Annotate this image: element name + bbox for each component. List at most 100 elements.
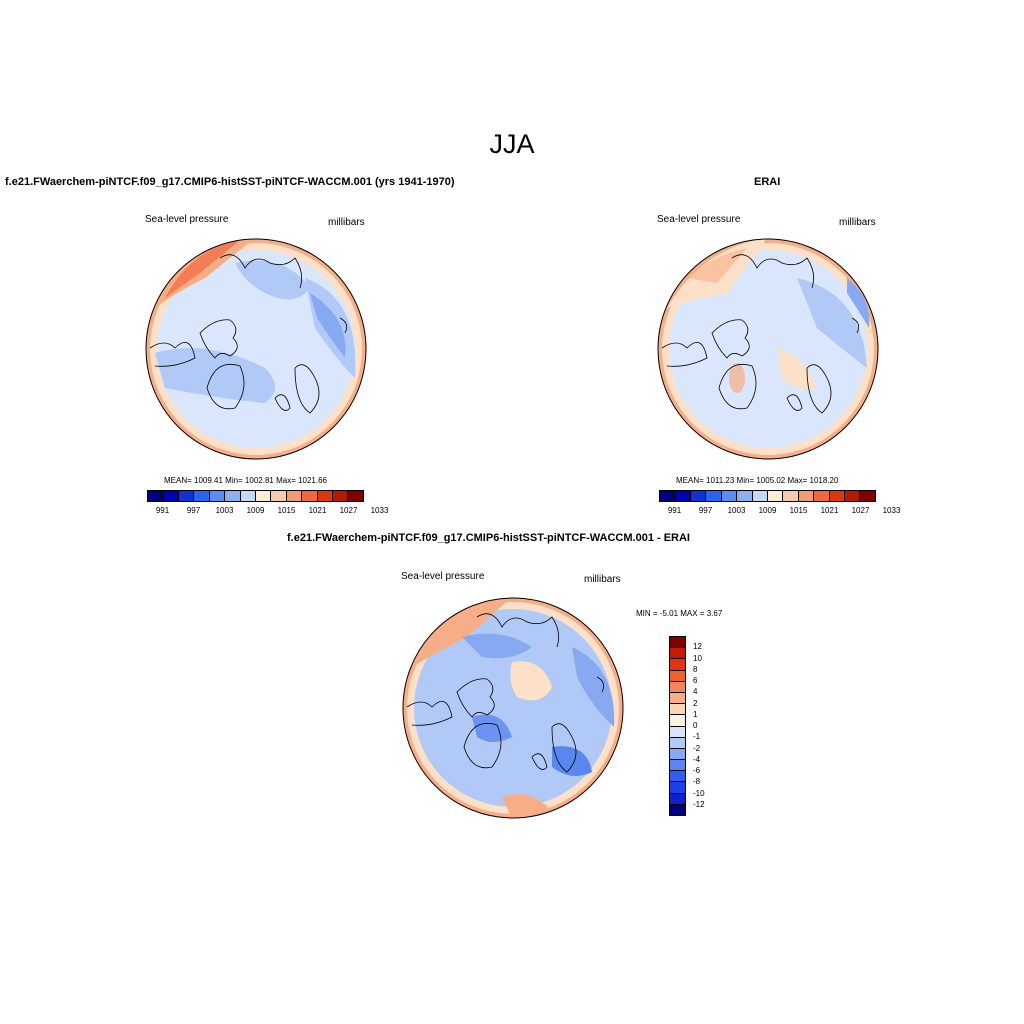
coastline-iceland-region xyxy=(786,394,803,411)
coastline-siberia-east xyxy=(731,254,815,289)
coastline-east xyxy=(339,317,348,334)
colorbar-tick-label: -12 xyxy=(693,799,705,809)
right-variable-label: Sea-level pressure xyxy=(657,214,741,225)
colorbar-swatch xyxy=(660,491,676,501)
colorbar-swatch xyxy=(706,491,722,501)
colorbar-tick-label: 1033 xyxy=(882,506,901,515)
diff-polar-map xyxy=(402,597,624,819)
coastline-greenland xyxy=(206,363,245,410)
field-atlantic xyxy=(155,348,275,403)
right-polar-map xyxy=(657,238,879,460)
colorbar-tick-label: 1027 xyxy=(339,506,358,515)
colorbar-swatch xyxy=(670,659,685,671)
anomaly-atlantic xyxy=(502,794,552,818)
coastline-siberia-east xyxy=(219,254,303,289)
right-units-label: millibars xyxy=(839,217,876,228)
field-siberia-core xyxy=(847,278,870,328)
map-field xyxy=(658,239,878,459)
colorbar-swatch xyxy=(317,491,334,501)
colorbar-tick-label: 0 xyxy=(693,721,698,730)
coastline-iceland-region xyxy=(274,394,291,411)
colorbar-swatch xyxy=(670,760,685,772)
right-colorbar xyxy=(659,490,876,502)
colorbar-swatch xyxy=(798,491,815,501)
anomaly-greenland xyxy=(729,363,745,393)
colorbar-tick-label: 8 xyxy=(693,664,698,674)
colorbar-swatch xyxy=(225,491,241,501)
colorbar-swatch xyxy=(670,715,685,727)
right-stats: MEAN= 1011.23 Min= 1005.02 Max= 1018.20 xyxy=(676,476,839,485)
colorbar-tick-label: 4 xyxy=(693,687,698,697)
coastline-iceland-region xyxy=(531,753,548,770)
colorbar-tick-label: -4 xyxy=(693,754,701,764)
colorbar-tick-label: 997 xyxy=(186,506,201,515)
colorbar-tick-label: 6 xyxy=(693,676,698,685)
map-border xyxy=(657,238,879,460)
colorbar-tick-label: 997 xyxy=(698,506,713,515)
field-europe-core xyxy=(552,746,592,776)
colorbar-swatch xyxy=(737,491,753,501)
colorbar-tick-label: 1027 xyxy=(851,506,870,515)
map-field xyxy=(403,598,623,818)
colorbar-swatch xyxy=(829,491,846,501)
coastline-east xyxy=(596,676,605,693)
left-polar-map xyxy=(145,238,367,460)
coastline-canadian-archipelago xyxy=(199,319,238,359)
anomaly-arctic xyxy=(510,661,552,701)
coastline-north-america xyxy=(406,700,453,726)
colorbar-swatch xyxy=(178,491,195,501)
coastline-scandinavia xyxy=(806,364,832,414)
map-border xyxy=(145,238,367,460)
colorbar-swatch xyxy=(670,771,685,783)
coastline-north-america xyxy=(149,341,196,367)
map-border xyxy=(402,597,624,819)
colorbar-swatch xyxy=(670,748,685,761)
colorbar-swatch xyxy=(860,491,875,501)
colorbar-swatch xyxy=(148,491,164,501)
field-pacific xyxy=(235,260,310,300)
colorbar-swatch xyxy=(670,782,685,794)
colorbar-swatch xyxy=(348,491,363,501)
colorbar-tick-label: 10 xyxy=(693,653,702,663)
main-title: JJA xyxy=(489,129,535,159)
coastline-scandinavia xyxy=(551,723,577,773)
colorbar-tick-label: -6 xyxy=(693,766,701,775)
diff-panel-title: f.e21.FWaerchem-piNTCF.f09_g17.CMIP6-his… xyxy=(287,532,690,544)
colorbar-swatch xyxy=(209,491,226,501)
colorbar-swatch xyxy=(255,491,272,501)
colorbar-swatch xyxy=(670,681,685,693)
colorbar-swatch xyxy=(163,491,179,501)
coastline-siberia-east xyxy=(476,613,560,648)
colorbar-tick-label: -10 xyxy=(693,788,705,798)
colorbar-swatch xyxy=(271,491,287,501)
colorbar-swatch xyxy=(670,737,685,749)
colorbar-swatch xyxy=(670,793,685,805)
colorbar-swatch xyxy=(767,491,784,501)
right-panel-title: ERAI xyxy=(754,176,781,188)
colorbar-tick-label: -8 xyxy=(693,777,701,787)
left-units-label: millibars xyxy=(328,217,365,228)
coastline-scandinavia xyxy=(294,364,320,414)
anomaly-pacific-core xyxy=(687,248,747,283)
field-beaufort xyxy=(462,633,532,659)
colorbar-tick-label: 991 xyxy=(667,506,682,515)
colorbar-swatch xyxy=(783,491,799,501)
colorbar-swatch xyxy=(845,491,861,501)
coastline-canadian-archipelago xyxy=(711,319,750,359)
colorbar-swatch xyxy=(670,804,685,815)
colorbar-swatch xyxy=(333,491,349,501)
colorbar-tick-label: 1003 xyxy=(727,506,746,515)
map-field xyxy=(146,239,366,459)
colorbar-tick-label: 1033 xyxy=(370,506,389,515)
diff-units-label: millibars xyxy=(584,574,621,585)
colorbar-swatch xyxy=(240,491,256,501)
colorbar-swatch xyxy=(752,491,768,501)
colorbar-tick-label: 2 xyxy=(693,698,698,708)
colorbar-swatch xyxy=(302,491,318,501)
colorbar-tick-label: 1015 xyxy=(789,506,808,515)
field-labrador xyxy=(472,714,512,742)
colorbar-tick-label: 1 xyxy=(693,709,698,719)
colorbar-tick-label: -1 xyxy=(693,732,701,742)
colorbar-tick-label: 1015 xyxy=(277,506,296,515)
colorbar-tick-label: 12 xyxy=(693,642,702,652)
